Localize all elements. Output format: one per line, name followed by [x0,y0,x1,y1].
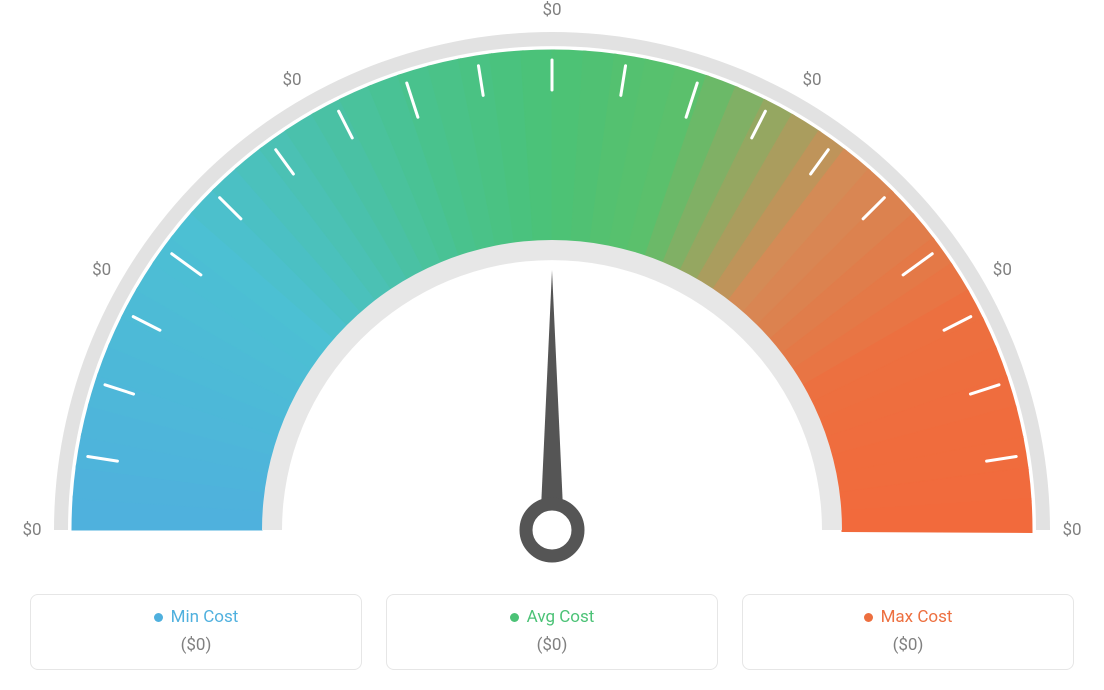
legend-dot-max [864,613,873,622]
legend-header: Avg Cost [405,607,699,627]
gauge-chart: $0 $0 $0 $0 $0 $0 $0 [0,0,1104,570]
gauge-svg [0,0,1104,570]
gauge-scale-label: $0 [542,0,561,20]
gauge-scale-label: $0 [993,260,1012,280]
legend-dot-avg [510,613,519,622]
legend-value-min: ($0) [49,635,343,655]
legend-card-avg: Avg Cost ($0) [386,594,718,670]
legend-label-min: Min Cost [171,607,239,627]
gauge-scale-label: $0 [282,70,301,90]
gauge-scale-label: $0 [802,70,821,90]
legend-header: Min Cost [49,607,343,627]
legend-card-max: Max Cost ($0) [742,594,1074,670]
legend-value-avg: ($0) [405,635,699,655]
legend-value-max: ($0) [761,635,1055,655]
legend-card-min: Min Cost ($0) [30,594,362,670]
legend-dot-min [154,613,163,622]
legend-label-avg: Avg Cost [527,607,595,627]
gauge-scale-label: $0 [92,260,111,280]
legend-label-max: Max Cost [881,607,953,627]
gauge-scale-label: $0 [22,520,41,540]
legend-row: Min Cost ($0) Avg Cost ($0) Max Cost ($0… [30,594,1074,670]
cost-gauge-widget: $0 $0 $0 $0 $0 $0 $0 Min Cost ($0) Avg Cost ($… [0,0,1104,690]
gauge-scale-label: $0 [1062,520,1081,540]
legend-header: Max Cost [761,607,1055,627]
